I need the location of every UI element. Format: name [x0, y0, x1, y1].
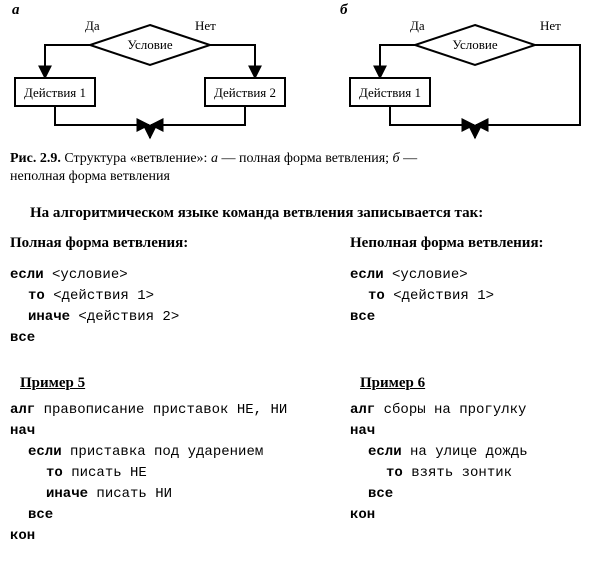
left-title: Полная форма ветвления: — [10, 235, 188, 252]
keyword: если — [28, 444, 62, 460]
flowchart-b: Условие Да Нет Действия 1 — [345, 10, 600, 140]
keyword: если — [368, 444, 402, 460]
figure-caption: Рис. 2.9. Структура «ветвление»: a — пол… — [10, 150, 596, 185]
code-line: то писать НЕ — [10, 463, 340, 484]
act1-b: Действия 1 — [359, 85, 421, 100]
keyword: нач — [350, 423, 375, 439]
code-line: то <действия 1> — [10, 286, 330, 307]
right-title: Неполная форма ветвления: — [350, 235, 544, 252]
code-ex6: алг сборы на прогулку нач если на улице до… — [350, 400, 600, 526]
code-line: нач — [350, 421, 600, 442]
code-line: алг правописание приставок НЕ, НИ — [10, 400, 340, 421]
yes-a: Да — [85, 18, 100, 33]
yes-b: Да — [410, 18, 425, 33]
keyword: иначе — [28, 309, 70, 325]
code-line: то <действия 1> — [350, 286, 600, 307]
keyword: все — [350, 309, 375, 325]
code-line: кон — [350, 505, 600, 526]
caption-fig: Рис. 2.9. — [10, 151, 61, 166]
code-line: все — [10, 505, 340, 526]
no-b: Нет — [540, 18, 561, 33]
keyword: то — [28, 288, 45, 304]
keyword: если — [10, 267, 44, 283]
code-line: кон — [10, 526, 340, 547]
intro-text: На алгоритмическом языке команда ветвлен… — [30, 205, 596, 222]
code-line: нач — [10, 421, 340, 442]
keyword: то — [386, 465, 403, 481]
code-line: если приставка под ударением — [10, 442, 340, 463]
code-line: если на улице дождь — [350, 442, 600, 463]
flowchart-a: Условие Да Нет Действия 1 Действия 2 — [10, 10, 310, 140]
code-left: если <условие>то <действия 1>иначе <дейс… — [10, 265, 330, 349]
code-line: все — [350, 484, 600, 505]
code-line: алг сборы на прогулку — [350, 400, 600, 421]
keyword: все — [10, 330, 35, 346]
no-a: Нет — [195, 18, 216, 33]
code-ex5: алг правописание приставок НЕ, НИ нач если… — [10, 400, 340, 547]
cond-b: Условие — [452, 37, 497, 52]
keyword: алг — [10, 402, 35, 418]
keyword: нач — [10, 423, 35, 439]
code-line: если <условие> — [10, 265, 330, 286]
code-line: иначе писать НИ — [10, 484, 340, 505]
keyword: иначе — [46, 486, 88, 502]
code-line: все — [10, 328, 330, 349]
code-line: если <условие> — [350, 265, 600, 286]
act1-a: Действия 1 — [24, 85, 86, 100]
keyword: кон — [10, 528, 35, 544]
code-line: иначе <действия 2> — [10, 307, 330, 328]
keyword: то — [46, 465, 63, 481]
code-right: если <условие>то <действия 1> все — [350, 265, 600, 328]
keyword: алг — [350, 402, 375, 418]
keyword: то — [368, 288, 385, 304]
code-line: то взять зонтик — [350, 463, 600, 484]
cond-a: Условие — [127, 37, 172, 52]
ex6-title: Пример 6 — [360, 375, 425, 392]
keyword: все — [28, 507, 53, 523]
code-line: все — [350, 307, 600, 328]
act2-a: Действия 2 — [214, 85, 276, 100]
keyword: если — [350, 267, 384, 283]
keyword: кон — [350, 507, 375, 523]
keyword: все — [368, 486, 393, 502]
ex5-title: Пример 5 — [20, 375, 85, 392]
